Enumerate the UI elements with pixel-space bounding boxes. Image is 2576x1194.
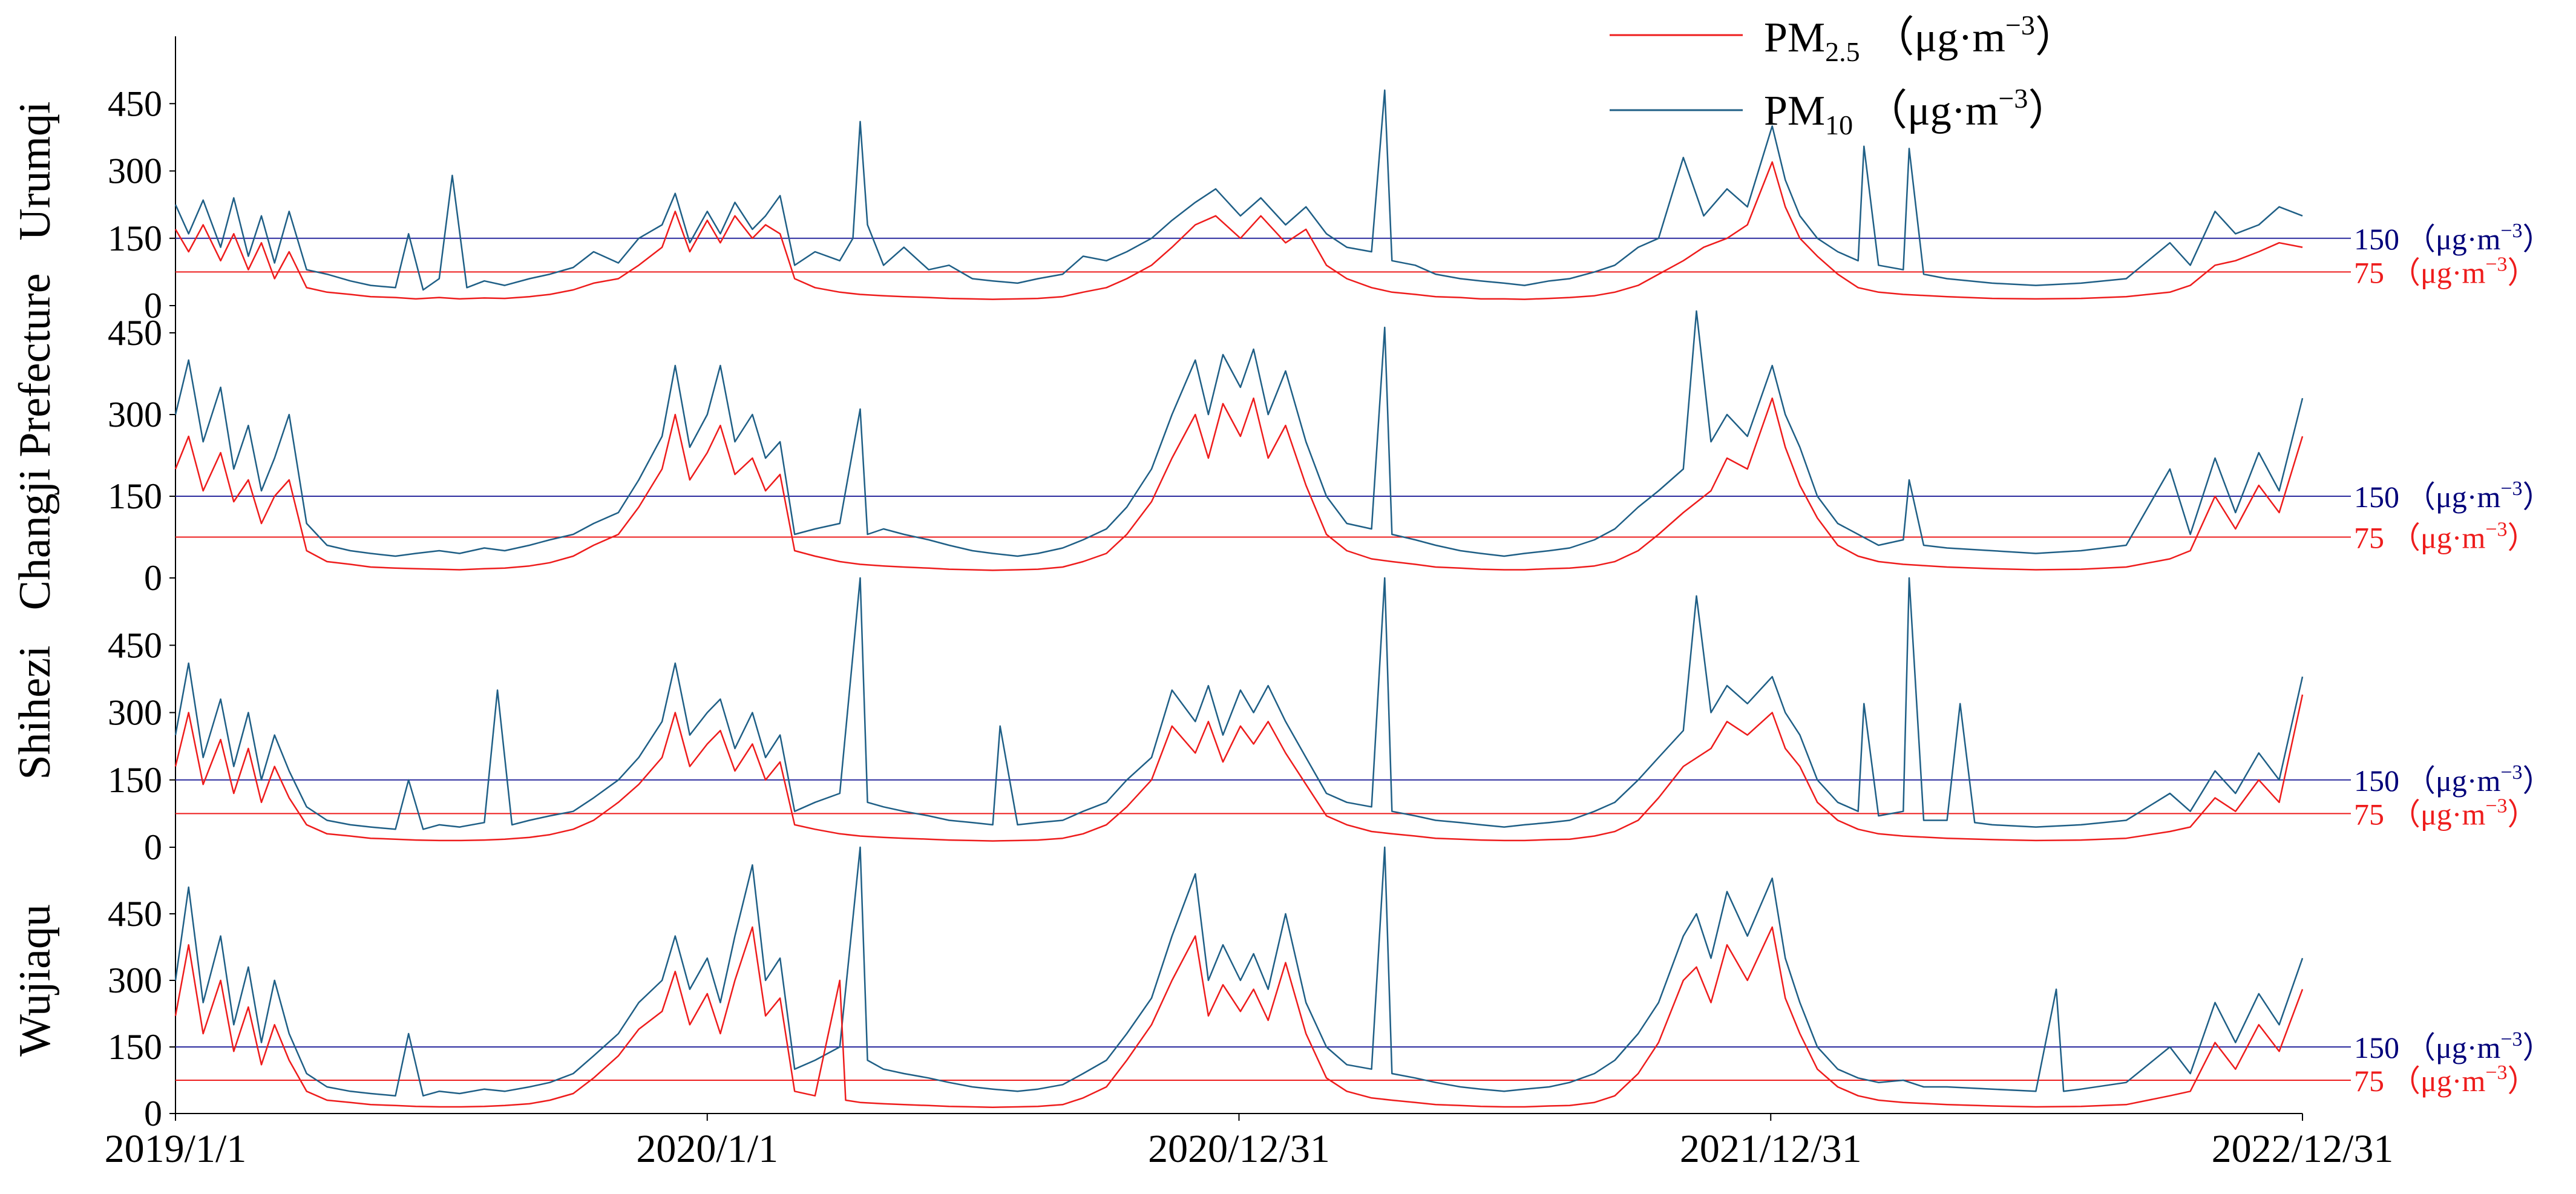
x-tick-label: 2022/12/31: [2212, 1127, 2394, 1171]
y-tick-label: 0: [144, 827, 162, 867]
panel-city-label: Shihezi: [10, 646, 60, 780]
legend-item-pm10: PM10 （μg·m−3）: [1610, 83, 2070, 140]
panel-city-label: Wujiaqu: [10, 904, 60, 1057]
panel-urumqi: 0 150 300 450 Urumqi 150 （μg·m−3）75 （μg·m−3）: [10, 36, 2553, 326]
y-tick-label: 0: [144, 558, 162, 598]
panel-city-label: Changji Prefecture: [10, 274, 60, 611]
y-tick-label: 300: [108, 693, 162, 733]
reference-label-150: 150 （μg·m−3）: [2354, 761, 2553, 798]
panel-shihezi: 0 150 300 450 Shihezi 150 （μg·m−3）75 （μg·m−3）: [10, 577, 2553, 867]
series-line-pm25: [174, 397, 2304, 571]
reference-label-75: 75 （μg·m−3）: [2354, 795, 2538, 831]
x-tick-label: 2021/12/31: [1680, 1127, 1862, 1171]
y-tick-label: 150: [108, 1027, 162, 1067]
y-tick-label: 0: [144, 286, 162, 326]
y-tick-label: 300: [108, 395, 162, 435]
y-tick-label: 450: [108, 894, 162, 934]
y-tick-label: 450: [108, 625, 162, 665]
series-line-pm25: [174, 694, 2304, 842]
x-tick-label: 2019/1/1: [105, 1127, 247, 1171]
series-line-pm10: [174, 846, 2304, 1097]
y-tick-label: 150: [108, 476, 162, 516]
x-tick-label: 2020/1/1: [636, 1127, 778, 1171]
series-line-pm25: [174, 926, 2304, 1108]
series-line-pm10: [174, 310, 2304, 557]
y-tick-label: 300: [108, 151, 162, 191]
y-tick-label: 300: [108, 960, 162, 1000]
reference-label-75: 75 （μg·m−3）: [2354, 519, 2538, 555]
panel-city-label: Urumqi: [10, 101, 60, 240]
reference-label-150: 150 （μg·m−3）: [2354, 1028, 2553, 1064]
legend: PM2.5 （μg·m−3） PM10 （μg·m−3）: [1610, 10, 2077, 140]
y-tick-label: 150: [108, 760, 162, 800]
y-tick-label: 0: [144, 1094, 162, 1133]
y-tick-label: 450: [108, 84, 162, 123]
y-tick-label: 150: [108, 218, 162, 258]
x-axis: 2019/1/1 2020/1/1 2020/12/31 2021/12/31 2022…: [105, 1113, 2394, 1171]
y-tick-label: 450: [108, 313, 162, 353]
legend-item-pm25: PM2.5 （μg·m−3）: [1610, 10, 2077, 67]
reference-label-75: 75 （μg·m−3）: [2354, 253, 2538, 289]
legend-label-pm25: PM2.5 （μg·m−3）: [1764, 10, 2077, 67]
reference-label-150: 150 （μg·m−3）: [2354, 220, 2553, 256]
series-line-pm10: [174, 89, 2303, 291]
series-line-pm25: [174, 161, 2303, 300]
reference-label-150: 150 （μg·m−3）: [2354, 477, 2553, 514]
legend-label-pm10: PM10 （μg·m−3）: [1764, 83, 2070, 140]
series-line-pm10: [174, 577, 2304, 830]
x-tick-label: 2020/12/31: [1148, 1127, 1330, 1171]
reference-label-75: 75 （μg·m−3）: [2354, 1061, 2538, 1098]
panel-wujiaqu: 0 150 300 450 Wujiaqu 150 （μg·m−3）75 （μg·m−3）: [10, 846, 2553, 1133]
panel-changji-prefecture: 0 150 300 450 Changji Prefecture 150 （μg·m−3） 7…: [10, 274, 2553, 611]
